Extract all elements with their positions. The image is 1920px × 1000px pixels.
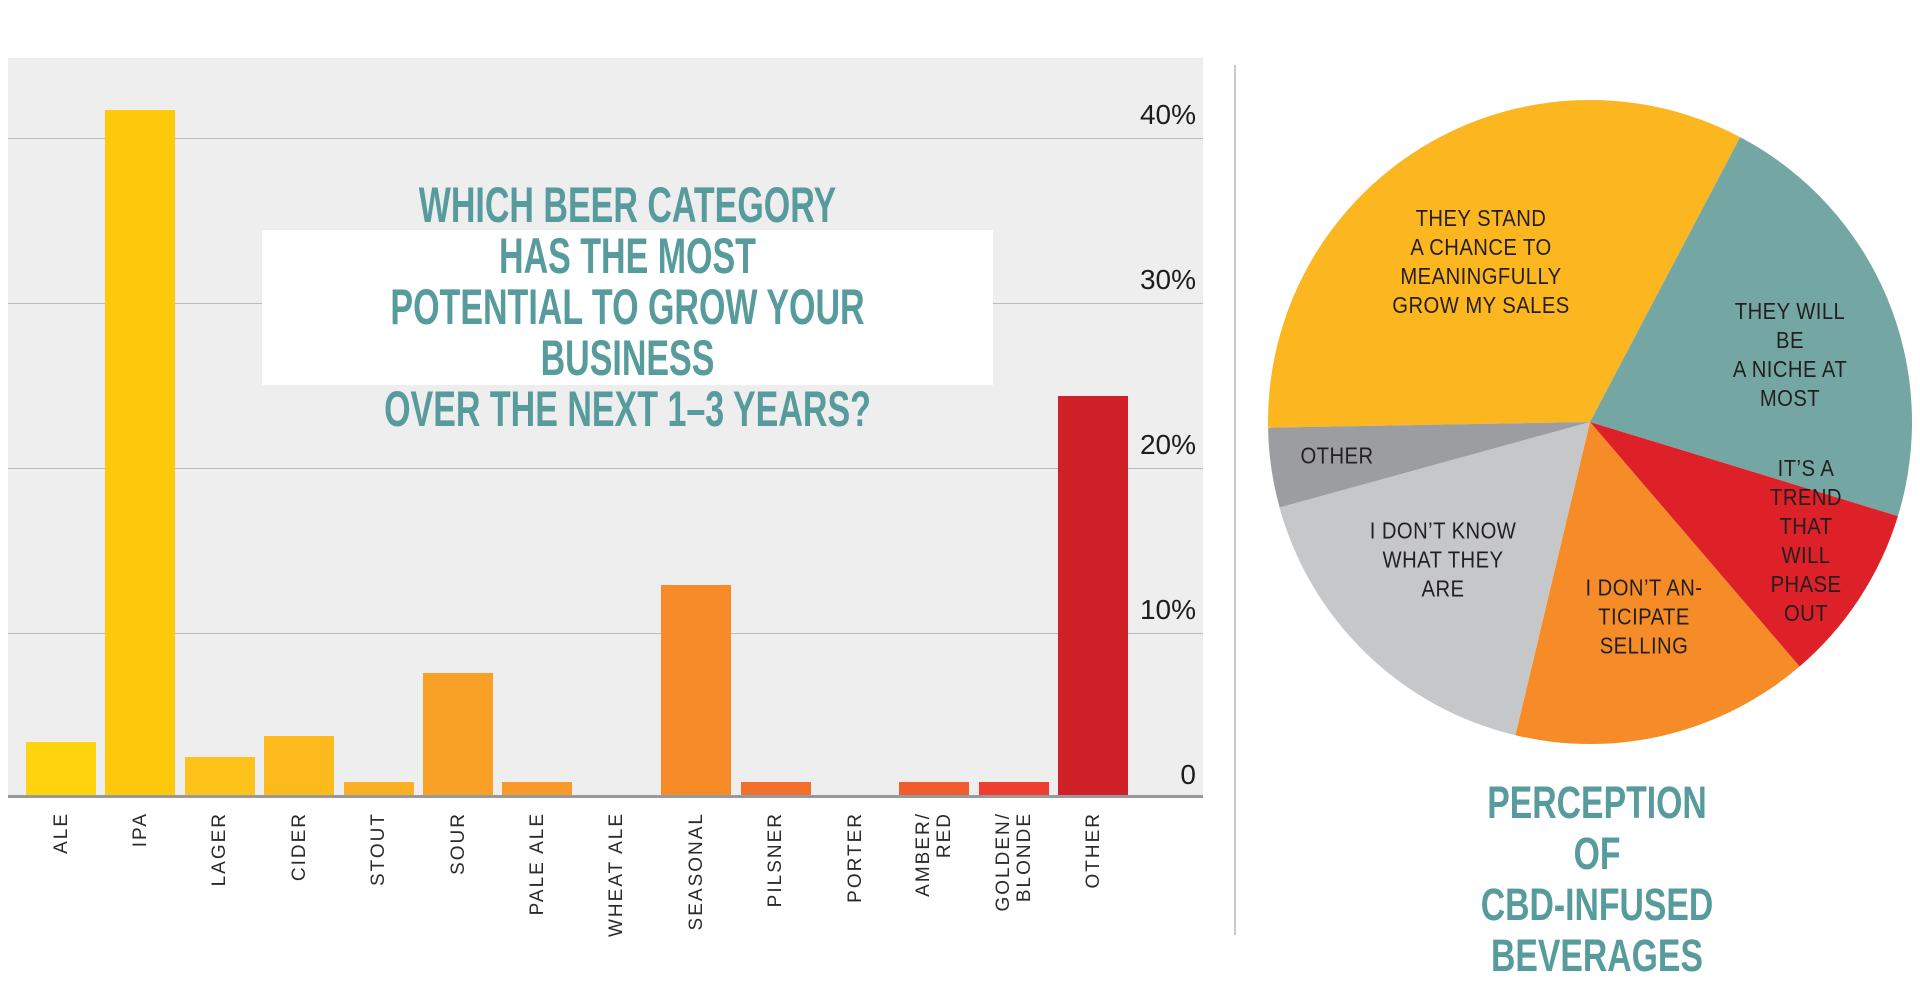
x-label-text: ALE [50, 812, 72, 854]
panel-divider [1234, 65, 1236, 935]
x-label-text: LAGER [209, 812, 231, 887]
pie-chart [1268, 100, 1912, 744]
x-label-text: CIDER [288, 812, 310, 882]
pie-slice-they-will-be [1590, 137, 1912, 517]
pie-label-i-don-t-know: I DON’T KNOW WHAT THEY ARE [1369, 517, 1517, 602]
bar-other [1058, 395, 1129, 795]
x-label-text: STOUT [368, 812, 390, 887]
y-tick-20: 20% [1139, 429, 1196, 460]
bar-seasonal [661, 585, 732, 795]
x-label-text: SEASONAL [685, 812, 707, 931]
bar-pilsner [740, 781, 811, 795]
bar-ale [26, 742, 96, 795]
pie-label-i-don-t-an: I DON’T AN- TICIPATE SELLING [1585, 574, 1703, 659]
bar-chart-title: WHICH BEER CATEGORY HAS THE MOST POTENTI… [384, 177, 871, 437]
pie-label-it-s-a-trend: IT’S A TREND THAT WILL PHASE OUT [1770, 455, 1842, 626]
gridline-10 [8, 632, 1203, 634]
bar-sour [423, 672, 493, 795]
bar-amber-red [899, 781, 970, 795]
pie-label-other: OTHER [1300, 442, 1374, 469]
bar-cider [264, 735, 335, 795]
gridline-20 [8, 467, 1203, 469]
y-tick-0: 0 [1180, 759, 1196, 790]
x-label-other: OTHER [913, 812, 1104, 889]
bar-golden-blonde [978, 781, 1049, 795]
pie-slice-i-don-t-know [1279, 422, 1590, 736]
bar-pale-ale [502, 781, 573, 795]
bar-lager [184, 757, 255, 795]
pie-slice-it-s-a-trend [1590, 422, 1898, 667]
bar-ipa [105, 110, 176, 795]
gridline-40 [8, 137, 1203, 139]
pie-chart-title: PERCEPTION OF CBD-INFUSED BEVERAGES [1480, 777, 1714, 981]
x-axis-line [8, 795, 1203, 798]
x-label-text: OTHER [1082, 812, 1104, 889]
pie-label-they-stand: THEY STAND A CHANCE TO MEANINGFULLY GROW… [1392, 205, 1570, 318]
pie-slice-i-don-t-an [1515, 422, 1800, 744]
pie-slice-other [1268, 422, 1590, 508]
x-label-text: WHEAT ALE [606, 812, 628, 937]
y-tick-40: 40% [1139, 99, 1196, 130]
x-label-text: SOUR [447, 812, 469, 875]
pie-slice-they-stand [1268, 100, 1741, 428]
pie-label-they-will-be: THEY WILL BE A NICHE AT MOST [1732, 298, 1848, 411]
x-label-text: IPA [129, 812, 151, 848]
bar-chart-plot-area [8, 58, 1203, 798]
bar-chart-title-box: WHICH BEER CATEGORY HAS THE MOST POTENTI… [262, 180, 993, 435]
bar-stout [343, 781, 414, 795]
y-tick-10: 10% [1139, 594, 1196, 625]
x-label-text: GOLDEN/ BLONDE [992, 812, 1035, 912]
x-label-text: PALE ALE [526, 812, 548, 916]
y-tick-30: 30% [1139, 264, 1196, 295]
